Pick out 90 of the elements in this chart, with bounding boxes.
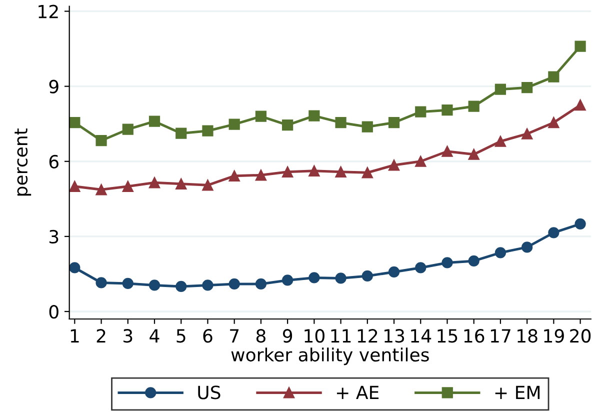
y-tick-label: 0 (49, 304, 58, 319)
point (574, 100, 586, 111)
point (282, 166, 294, 178)
legend-label: + EM (495, 386, 540, 400)
point (176, 128, 187, 139)
point (148, 116, 160, 127)
y-tick-label: 3 (50, 230, 58, 244)
x-axis-title: worker ability ventiles (231, 348, 429, 366)
point (96, 135, 107, 146)
point (228, 278, 240, 290)
point (468, 148, 480, 160)
x-tick-label: 10 (304, 329, 324, 343)
point (548, 227, 560, 238)
point (442, 104, 453, 116)
point (388, 266, 400, 278)
point (282, 120, 294, 131)
point (96, 184, 107, 196)
point (122, 124, 134, 135)
x-tick-label: 16 (464, 329, 484, 343)
x-tick-label: 8 (256, 329, 266, 343)
point (255, 110, 267, 122)
point (255, 170, 267, 181)
x-tick-label: 2 (96, 329, 106, 342)
point (415, 262, 426, 274)
point (548, 117, 560, 128)
point (308, 165, 320, 176)
point (176, 178, 187, 190)
point (202, 280, 214, 291)
point (308, 110, 320, 122)
point (202, 180, 214, 191)
point (148, 280, 160, 291)
point (388, 117, 400, 128)
point (468, 100, 480, 112)
point (308, 272, 320, 284)
point (69, 262, 80, 274)
point (335, 166, 346, 178)
x-tick-label: 6 (203, 329, 212, 343)
point (335, 117, 346, 128)
point (362, 167, 373, 178)
point (442, 146, 453, 157)
point (494, 84, 506, 95)
legend-label: + AE (336, 386, 379, 400)
x-tick-label: 3 (124, 329, 132, 343)
point (202, 125, 214, 136)
point (522, 82, 533, 94)
point (522, 242, 533, 253)
point (282, 274, 294, 286)
x-tick-label: 12 (358, 329, 378, 342)
y-tick-label: 9 (49, 80, 58, 94)
x-tick-label: 7 (230, 329, 239, 342)
point (522, 128, 533, 140)
y-axis-title: percent (14, 128, 32, 196)
point (228, 118, 240, 130)
x-tick-label: 17 (490, 329, 510, 342)
x-tick-label: 14 (411, 329, 432, 342)
x-tick-label: 1 (70, 329, 79, 342)
point (96, 277, 107, 288)
point (574, 218, 586, 230)
y-tick-label: 6 (49, 154, 58, 168)
point (122, 180, 134, 192)
x-tick-label: 13 (384, 329, 404, 343)
point (388, 160, 400, 171)
point (335, 272, 346, 284)
x-tick-label: 11 (331, 329, 351, 342)
point (468, 255, 480, 267)
x-tick-label: 18 (518, 329, 538, 343)
point (494, 136, 506, 147)
x-tick-label: 20 (570, 329, 591, 343)
legend-label: US (198, 386, 220, 400)
point (255, 278, 267, 290)
point (176, 280, 187, 292)
point (148, 177, 160, 188)
x-tick-label: 19 (544, 329, 564, 343)
point (362, 270, 373, 282)
y-tick-label: 12 (38, 4, 58, 18)
point (228, 170, 240, 182)
point (69, 180, 80, 192)
point (362, 121, 373, 132)
point (122, 278, 134, 290)
point (415, 156, 426, 167)
point (442, 257, 453, 268)
x-tick-label: 9 (282, 329, 292, 343)
point (574, 40, 586, 52)
x-tick-label: 15 (438, 329, 458, 343)
x-tick-label: 4 (150, 329, 160, 342)
point (415, 106, 426, 118)
point (494, 247, 506, 258)
x-tick-label: 5 (176, 329, 186, 343)
point (548, 71, 560, 82)
point (69, 117, 80, 128)
